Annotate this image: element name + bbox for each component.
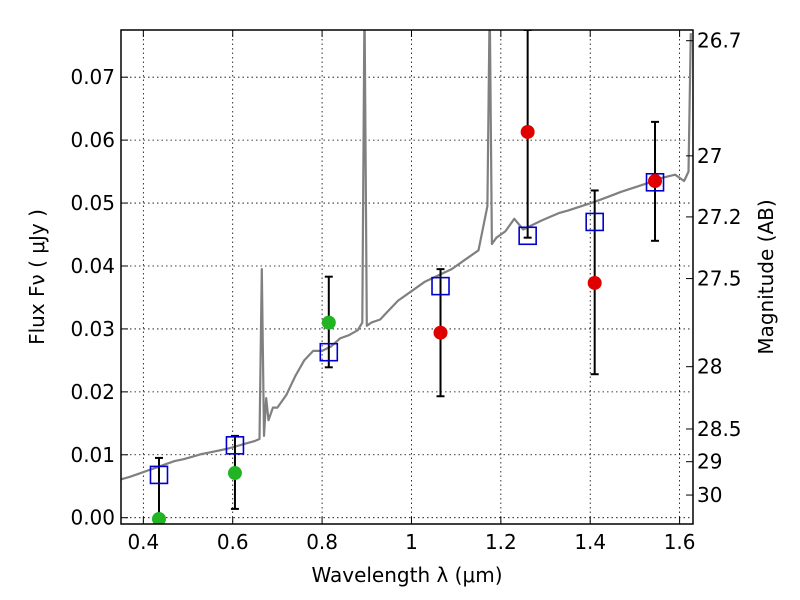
x-tick-label: 0.8 [306,530,338,554]
y-tick-label: 0.06 [70,128,115,152]
y2-tick-label: 27.5 [697,267,742,291]
y-tick-label: 0.05 [70,191,115,215]
x-tick-label: 0.6 [217,530,249,554]
x-tick-label: 1.6 [664,530,696,554]
y2-tick-label: 28 [697,355,722,379]
ir-flux-point [587,275,602,290]
y2-tick-label: 29 [697,450,722,474]
y-tick-label: 0.00 [70,506,115,530]
y-tick-label: 0.04 [70,254,115,278]
y-tick-label: 0.07 [70,65,115,89]
model-flux-square [149,465,169,485]
y2-tick-label: 27.2 [697,205,742,229]
model-flux-square [431,276,450,296]
x-axis-label: Wavelength λ (μm) [311,563,502,587]
model-flux-square [225,436,245,455]
axis-ticks: 0.4 0.6 0.8 1 1.2 1.4 1.6 0.00 0.01 0.02 0.03 0.04 0… [70,29,741,554]
plot-frame [120,29,694,525]
model-flux-square [319,342,339,362]
y2-tick-label: 27 [697,144,722,168]
x-tick-label: 1.4 [574,530,606,554]
optical-flux-point [151,511,166,524]
y2-tick-label: 30 [697,483,722,507]
optical-flux-point [227,466,242,481]
y-tick-label: 0.02 [70,380,115,404]
x-tick-label: 1 [405,530,418,554]
y2-axis-label: Magnitude (AB) [754,199,778,354]
ir-flux-point [648,174,663,189]
model-flux-square [518,226,537,246]
model-flux-square [645,172,665,192]
y-axis-label: Flux Fν ( μJy ) [25,209,49,345]
y2-tick-label: 28.5 [697,417,742,441]
spectrum-line [121,30,692,481]
y-tick-label: 0.01 [70,443,115,467]
y2-tick-label: 26.7 [697,29,742,53]
model-flux-square [585,212,604,232]
y-tick-label: 0.03 [70,317,115,341]
x-tick-label: 0.4 [127,530,159,554]
plot-area [121,30,692,524]
ir-flux-point [520,124,535,139]
optical-flux-point [321,315,336,330]
ir-flux-point [433,325,448,340]
x-tick-label: 1.2 [485,530,517,554]
grid-lines [121,30,693,524]
